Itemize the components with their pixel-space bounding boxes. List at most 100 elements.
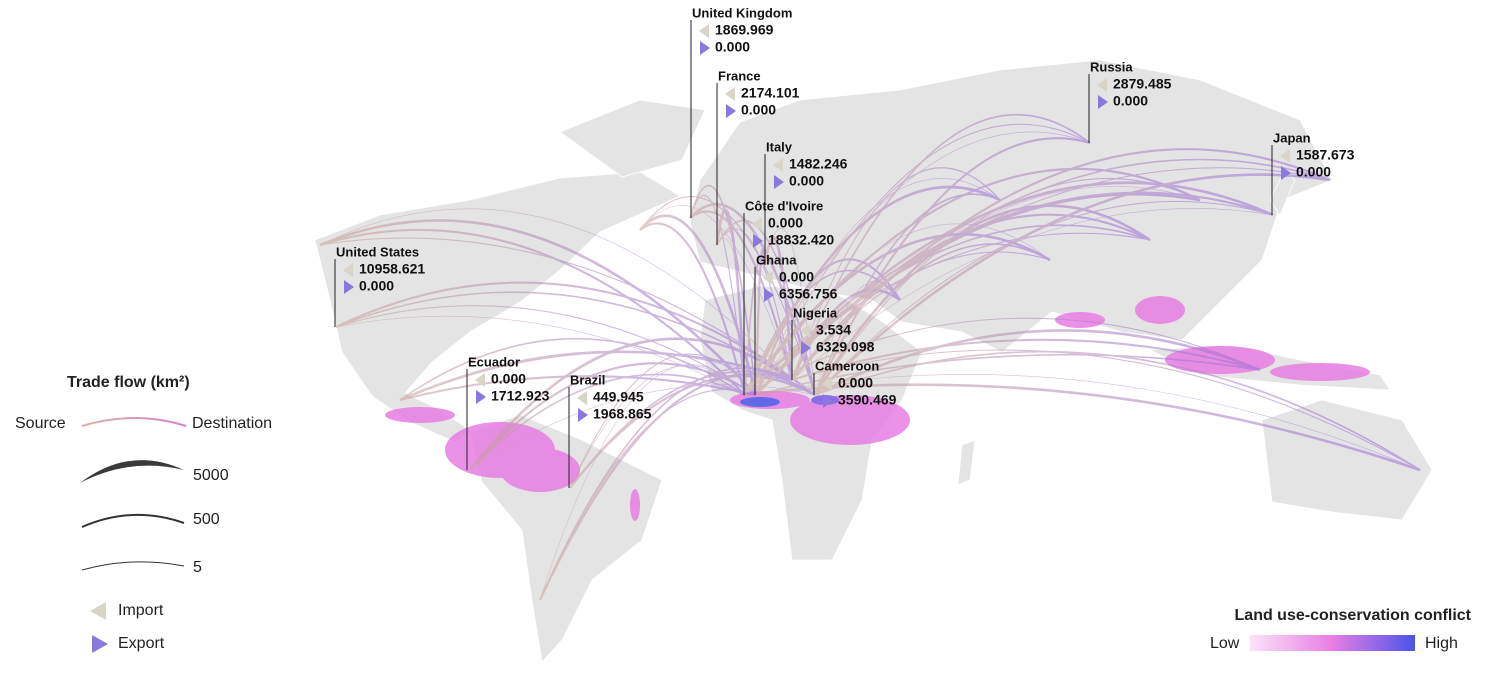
export-value: 0.000 (1113, 93, 1148, 109)
export-icon (344, 280, 354, 294)
conflict-low: Low (1210, 635, 1240, 652)
import-value: 3.534 (816, 322, 851, 338)
flow-arc (689, 202, 817, 396)
import-value: 0.000 (491, 371, 526, 387)
export-value: 0.000 (789, 173, 824, 189)
flow-arc (791, 251, 1051, 381)
conflict-scale (1250, 635, 1415, 651)
import-icon (1280, 149, 1290, 163)
conflict-title: Land use-conservation conflict (1235, 607, 1472, 624)
flow-arc (744, 317, 1261, 396)
country-name: Ecuador (468, 354, 520, 369)
flow-arc (639, 214, 758, 396)
import-value: 0.000 (779, 269, 814, 285)
flow-arc (539, 372, 816, 601)
legend-size-label: 5000 (193, 467, 229, 484)
export-value: 0.000 (715, 39, 750, 55)
country-name: Japan (1273, 130, 1311, 145)
import-value: 1482.246 (789, 156, 848, 172)
legend-size-label: 500 (193, 511, 220, 528)
import-icon (90, 602, 106, 620)
country-name: Cameroon (815, 358, 879, 373)
flow-arc (399, 337, 746, 401)
legend-arc (81, 417, 187, 427)
import-icon (800, 324, 810, 338)
export-icon (726, 104, 736, 118)
import-icon (1097, 78, 1107, 92)
flow-arc (319, 219, 757, 396)
export-icon (764, 288, 774, 302)
flow-arc (814, 243, 1051, 396)
flow-arc (399, 350, 816, 401)
flow-arc (755, 178, 1001, 396)
country-name: Nigeria (793, 305, 838, 320)
flow-arc (469, 362, 757, 471)
flow-arc (755, 374, 1421, 471)
legend-destination: Destination (192, 415, 272, 432)
import-value: 0.000 (838, 375, 873, 391)
conflict-legend: Land use-conservation conflict Low High (1210, 607, 1472, 652)
import-value: 2174.101 (741, 85, 800, 101)
export-value: 18832.420 (768, 232, 834, 248)
export-value: 1712.923 (491, 388, 550, 404)
export-icon (801, 341, 811, 355)
flow-arc (335, 305, 757, 396)
export-icon (1281, 166, 1291, 180)
flow-arc (639, 205, 793, 381)
flow-arc (743, 185, 1001, 396)
flow-arc (744, 232, 1151, 396)
legend-source: Source (15, 415, 66, 432)
export-icon (476, 390, 486, 404)
legend-size-shape (81, 513, 185, 528)
country-name: United Kingdom (692, 5, 792, 20)
import-icon (763, 271, 773, 285)
country-name: Italy (766, 139, 793, 154)
import-icon (343, 263, 353, 277)
import-icon (822, 377, 832, 391)
import-value: 0.000 (768, 215, 803, 231)
flow-arc (790, 288, 901, 381)
country-name: France (718, 68, 761, 83)
export-icon (700, 41, 710, 55)
flow-arc (319, 208, 793, 381)
trade-legend: Trade flow (km²) Source Destination 5000… (15, 374, 272, 653)
flow-arc (569, 353, 757, 489)
conflict-high: High (1425, 635, 1458, 652)
trade-flows (319, 113, 1421, 601)
export-icon (823, 394, 833, 408)
export-icon (1098, 95, 1108, 109)
legend-export: Export (118, 635, 165, 652)
flow-arc (399, 350, 793, 402)
import-value: 1869.969 (715, 22, 774, 38)
export-value: 0.000 (741, 102, 776, 118)
export-value: 3590.469 (838, 392, 897, 408)
flow-arc (755, 258, 901, 396)
import-value: 1587.673 (1296, 147, 1355, 163)
flow-arc (319, 237, 816, 396)
export-icon (753, 234, 763, 248)
export-value: 6356.756 (779, 286, 838, 302)
import-icon (725, 87, 735, 101)
flow-arc (791, 338, 1261, 381)
flow-arc (469, 384, 816, 471)
flow-arc (335, 315, 746, 396)
flow-arc (335, 291, 793, 381)
flow-arc (791, 167, 1001, 381)
legend-size-shape (81, 561, 185, 571)
flow-arc (716, 219, 816, 396)
flow-arc (743, 232, 1051, 396)
country-name: Côte d'Ivoire (745, 198, 823, 213)
flow-arc (814, 193, 1001, 396)
flow-arc (791, 349, 1421, 471)
country-labels: United Kingdom1869.9690.000France2174.10… (334, 5, 1355, 488)
flow-arc (319, 228, 746, 396)
